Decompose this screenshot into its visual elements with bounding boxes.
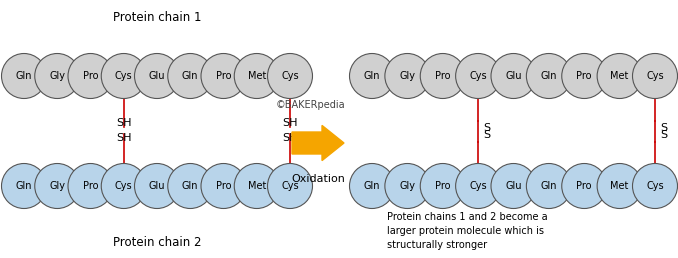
Text: Cys: Cys <box>646 71 664 81</box>
Circle shape <box>562 53 607 99</box>
Circle shape <box>134 164 180 208</box>
Text: Glu: Glu <box>148 71 165 81</box>
Text: Pro: Pro <box>83 181 98 191</box>
Text: S: S <box>660 123 667 133</box>
Text: Cys: Cys <box>115 181 133 191</box>
Circle shape <box>597 53 642 99</box>
Circle shape <box>597 164 642 208</box>
Circle shape <box>134 53 180 99</box>
Circle shape <box>420 164 465 208</box>
Text: Gln: Gln <box>182 71 199 81</box>
Text: SH: SH <box>116 117 132 127</box>
Text: Pro: Pro <box>435 181 450 191</box>
Text: Cys: Cys <box>646 181 664 191</box>
Text: Gln: Gln <box>540 181 557 191</box>
Circle shape <box>1 164 47 208</box>
Text: Glu: Glu <box>505 181 522 191</box>
Text: Gln: Gln <box>182 181 199 191</box>
Circle shape <box>35 53 80 99</box>
Circle shape <box>349 53 395 99</box>
Text: Met: Met <box>247 181 266 191</box>
Text: Gln: Gln <box>364 181 380 191</box>
Text: Pro: Pro <box>576 181 592 191</box>
Circle shape <box>68 164 113 208</box>
Circle shape <box>201 164 246 208</box>
Text: Gln: Gln <box>16 71 33 81</box>
Text: Pro: Pro <box>576 71 592 81</box>
Text: Gly: Gly <box>399 71 416 81</box>
Text: Gln: Gln <box>540 71 557 81</box>
Text: Cys: Cys <box>281 71 299 81</box>
Text: Cys: Cys <box>115 71 133 81</box>
Circle shape <box>456 53 500 99</box>
Circle shape <box>35 164 80 208</box>
Circle shape <box>456 164 500 208</box>
Text: SH: SH <box>282 117 298 127</box>
Circle shape <box>268 164 313 208</box>
Text: Protein chains 1 and 2 become a
larger protein molecule which is
structurally st: Protein chains 1 and 2 become a larger p… <box>387 212 548 250</box>
Circle shape <box>491 164 536 208</box>
Circle shape <box>385 164 430 208</box>
Text: ©BAKERpedia: ©BAKERpedia <box>275 100 345 110</box>
Circle shape <box>526 53 572 99</box>
Circle shape <box>526 164 572 208</box>
Text: S: S <box>483 123 490 133</box>
Text: Glu: Glu <box>505 71 522 81</box>
Text: Gly: Gly <box>49 181 65 191</box>
Text: Gln: Gln <box>16 181 33 191</box>
Text: Protein chain 2: Protein chain 2 <box>113 237 201 249</box>
Circle shape <box>101 53 146 99</box>
Text: Met: Met <box>247 71 266 81</box>
Text: Met: Met <box>610 71 629 81</box>
Text: SH: SH <box>116 133 132 142</box>
Text: Protein chain 1: Protein chain 1 <box>113 11 201 23</box>
Text: Cys: Cys <box>469 71 487 81</box>
Circle shape <box>491 53 536 99</box>
Text: SH: SH <box>282 133 298 142</box>
Circle shape <box>68 53 113 99</box>
Circle shape <box>167 53 213 99</box>
Text: Pro: Pro <box>216 181 231 191</box>
Text: Pro: Pro <box>216 71 231 81</box>
Circle shape <box>201 53 246 99</box>
Text: Gln: Gln <box>364 71 380 81</box>
Text: S: S <box>483 130 490 140</box>
Circle shape <box>633 53 677 99</box>
Text: Pro: Pro <box>435 71 450 81</box>
Text: Glu: Glu <box>148 181 165 191</box>
Circle shape <box>562 164 607 208</box>
Circle shape <box>101 164 146 208</box>
Text: Cys: Cys <box>469 181 487 191</box>
Circle shape <box>349 164 395 208</box>
Circle shape <box>235 53 279 99</box>
Circle shape <box>420 53 465 99</box>
Circle shape <box>633 164 677 208</box>
Text: Gly: Gly <box>399 181 416 191</box>
Text: Met: Met <box>610 181 629 191</box>
FancyArrow shape <box>292 125 344 160</box>
Text: Cys: Cys <box>281 181 299 191</box>
Circle shape <box>1 53 47 99</box>
Text: Gly: Gly <box>49 71 65 81</box>
Text: Oxidation: Oxidation <box>291 174 345 184</box>
Circle shape <box>235 164 279 208</box>
Circle shape <box>167 164 213 208</box>
Text: S: S <box>660 130 667 140</box>
Circle shape <box>268 53 313 99</box>
Text: Pro: Pro <box>83 71 98 81</box>
Circle shape <box>385 53 430 99</box>
